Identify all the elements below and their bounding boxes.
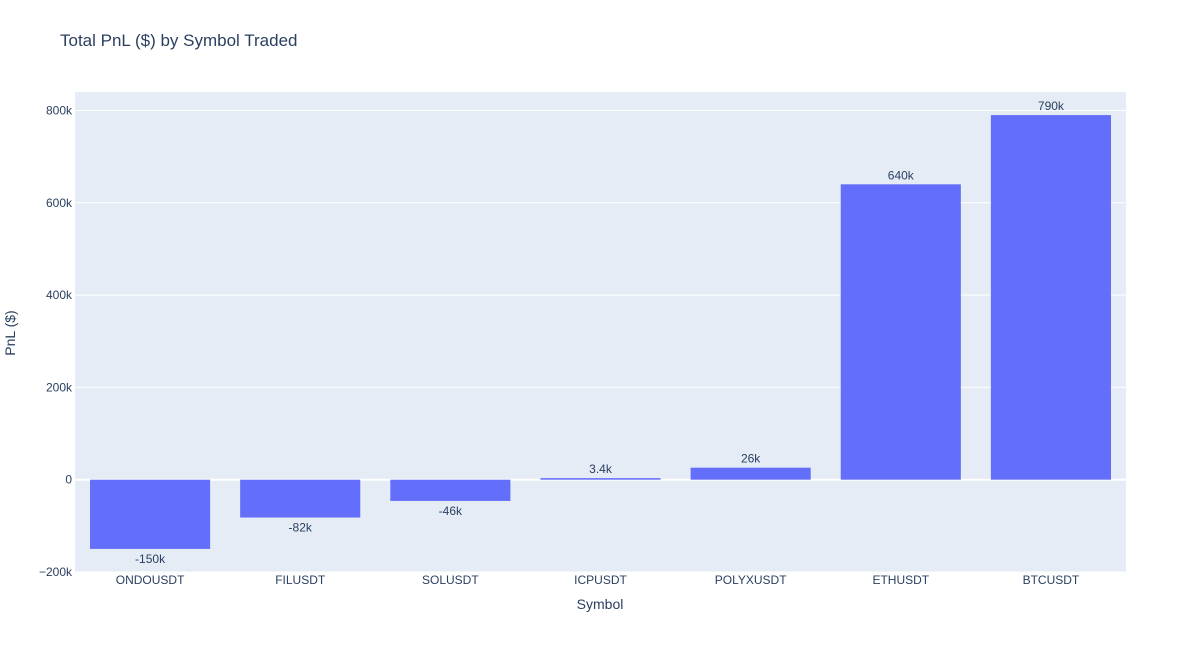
bar-value-label: 640k [888,168,915,182]
bar [240,479,361,518]
plot-area [75,92,1126,572]
bar-value-label: 790k [1038,99,1065,113]
x-tick-label: POLYXUSDT [715,573,787,587]
bar-value-label: -150k [135,552,166,566]
bar [90,479,211,549]
x-tick-label: BTCUSDT [1023,573,1080,587]
y-axis-title: PnL ($) [2,310,18,355]
bar [540,478,661,480]
bar [990,115,1111,480]
y-tick-label: 800k [46,103,73,117]
bar [840,184,961,480]
bar [390,479,511,501]
y-tick-label: 200k [46,380,73,394]
x-axis-title: Symbol [577,596,624,612]
chart-title: Total PnL ($) by Symbol Traded [60,31,298,50]
bar [690,467,811,480]
y-axis-ticks: −200k 0 200k 400k 600k 800k [39,103,73,579]
x-tick-label: SOLUSDT [422,573,479,587]
y-tick-label: 400k [46,288,73,302]
bar-value-label: -82k [289,521,313,535]
x-tick-label: ETHUSDT [872,573,929,587]
x-tick-label: ONDOUSDT [116,573,185,587]
x-tick-label: FILUSDT [275,573,326,587]
y-tick-label: 0 [65,473,72,487]
x-axis-ticks: ONDOUSDT FILUSDT SOLUSDT ICPUSDT POLYXUSDT ET… [116,573,1080,587]
x-tick-label: ICPUSDT [574,573,627,587]
bar-value-label: 3.4k [589,462,613,476]
bar-value-label: 26k [741,452,761,466]
y-tick-label: 600k [46,196,73,210]
bars [90,115,1111,549]
bar-value-label: -46k [439,504,463,518]
y-tick-label: −200k [39,565,73,579]
bar-labels: -150k -82k -46k 3.4k 26k 640k 790k [135,99,1065,566]
